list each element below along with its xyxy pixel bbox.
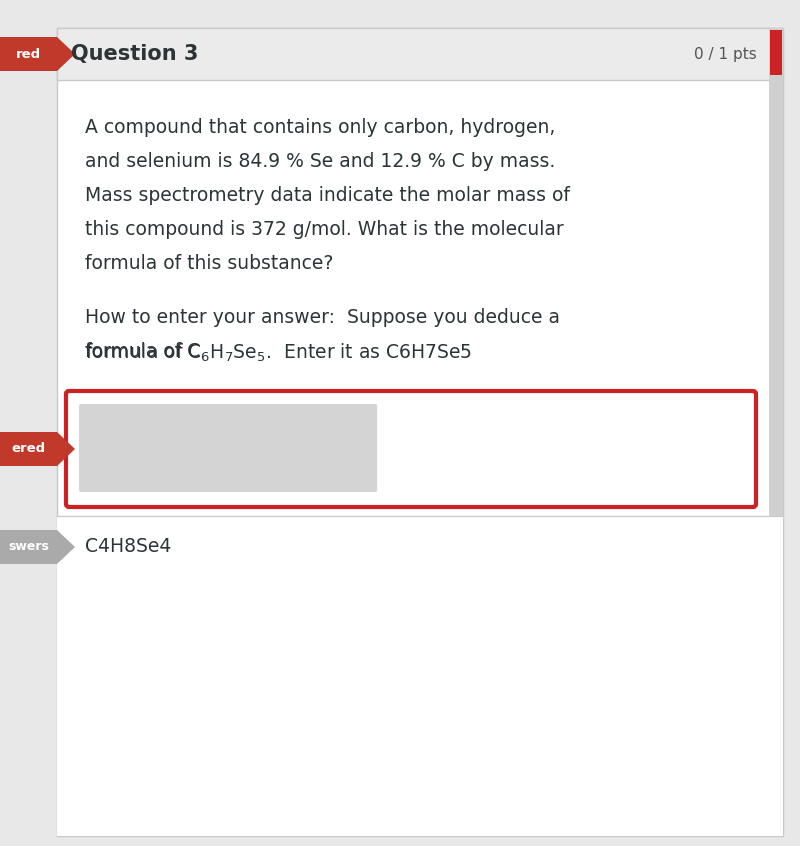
FancyBboxPatch shape <box>57 28 783 80</box>
FancyBboxPatch shape <box>0 37 57 71</box>
Text: this compound is 372 g/mol. What is the molecular: this compound is 372 g/mol. What is the … <box>85 220 564 239</box>
FancyBboxPatch shape <box>769 28 783 836</box>
FancyBboxPatch shape <box>0 432 57 466</box>
Text: Question 3: Question 3 <box>71 44 198 64</box>
Text: 0 / 1 pts: 0 / 1 pts <box>694 47 757 62</box>
FancyBboxPatch shape <box>66 391 756 507</box>
Polygon shape <box>57 530 75 564</box>
FancyBboxPatch shape <box>79 404 377 492</box>
FancyBboxPatch shape <box>770 30 782 75</box>
Text: swers: swers <box>8 541 49 553</box>
Text: formula of C: formula of C <box>85 342 200 361</box>
Text: red: red <box>16 47 41 61</box>
Text: A compound that contains only carbon, hydrogen,: A compound that contains only carbon, hy… <box>85 118 555 137</box>
Text: formula of this substance?: formula of this substance? <box>85 254 334 273</box>
FancyBboxPatch shape <box>0 530 57 564</box>
Text: Mass spectrometry data indicate the molar mass of: Mass spectrometry data indicate the mola… <box>85 186 570 205</box>
Polygon shape <box>57 37 75 71</box>
Text: ered: ered <box>11 442 46 455</box>
FancyBboxPatch shape <box>57 516 783 836</box>
Polygon shape <box>57 432 75 466</box>
Text: formula of C$_6$H$_7$Se$_5$.  Enter it as C6H7Se5: formula of C$_6$H$_7$Se$_5$. Enter it as… <box>85 342 472 365</box>
Text: How to enter your answer:  Suppose you deduce a: How to enter your answer: Suppose you de… <box>85 308 560 327</box>
FancyBboxPatch shape <box>57 28 783 836</box>
Text: and selenium is 84.9 % Se and 12.9 % C by mass.: and selenium is 84.9 % Se and 12.9 % C b… <box>85 152 555 171</box>
Text: C4H8Se4: C4H8Se4 <box>85 537 171 557</box>
